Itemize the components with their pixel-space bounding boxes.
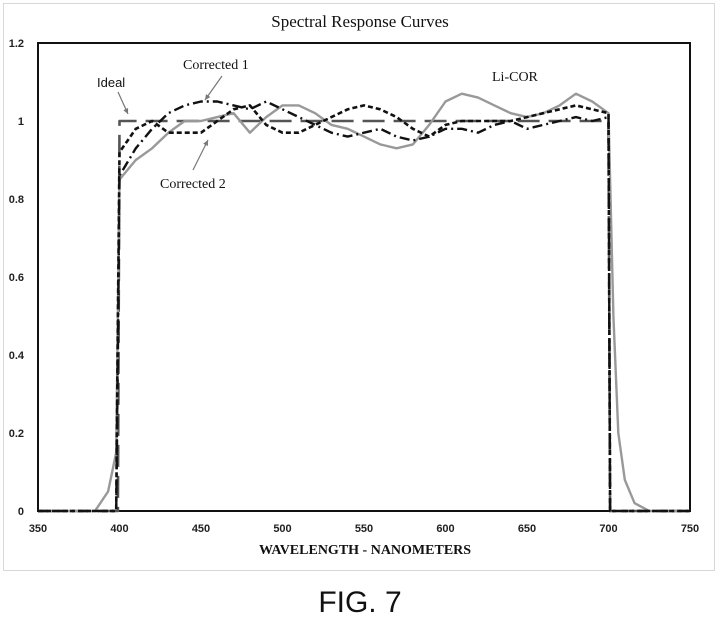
series-lines [38,92,690,513]
y-axis-ticks: 0 0.2 0.4 0.6 0.8 1 1.2 [9,38,25,518]
annotation-arrowhead-ideal [123,108,129,114]
chart-frame [3,3,715,571]
x-tick-label: 350 [29,523,47,535]
x-tick-label: 700 [599,523,617,535]
annotation-arrowhead-corrected-1 [205,94,211,100]
y-tick-label: 0.6 [9,272,24,284]
x-tick-label: 650 [518,523,536,535]
annotation-arrowhead-corrected-2 [203,140,208,146]
figure-caption: FIG. 7 [318,586,401,617]
annotation-corrected-1: Corrected 1 [183,58,249,73]
series-line-corrected-1 [38,100,690,513]
y-tick-label: 0.2 [9,428,24,440]
series-line-corrected-2 [38,104,690,513]
y-tick-label: 1.2 [9,38,24,50]
annotation-pointer-corrected-2 [192,139,209,171]
plot-area-border [37,42,691,512]
x-tick-label: 600 [436,523,454,535]
y-tick-label: 0.8 [9,194,24,206]
chart-title: Spectral Response Curves [271,12,449,31]
annotation-corrected-2: Corrected 2 [160,177,226,192]
x-tick-label: 450 [192,523,210,535]
x-tick-label: 500 [273,523,291,535]
y-tick-label: 0.4 [9,350,25,362]
series-line-ideal [38,119,690,513]
x-axis-ticks: 350 400 450 500 550 600 650 700 750 [29,523,699,535]
x-tick-label: 750 [681,523,699,535]
series-line-li-cor [38,92,690,513]
annotation-ideal: Ideal [97,75,125,90]
annotation-li-cor: Li-COR [492,70,539,85]
x-axis-label: WAVELENGTH - NANOMETERS [259,543,471,558]
annotations: Ideal Corrected 1 Corrected 2 Li-COR [97,58,539,192]
y-tick-label: 1 [18,116,24,128]
x-tick-label: 550 [355,523,373,535]
y-tick-label: 0 [18,506,24,518]
x-tick-label: 400 [110,523,128,535]
